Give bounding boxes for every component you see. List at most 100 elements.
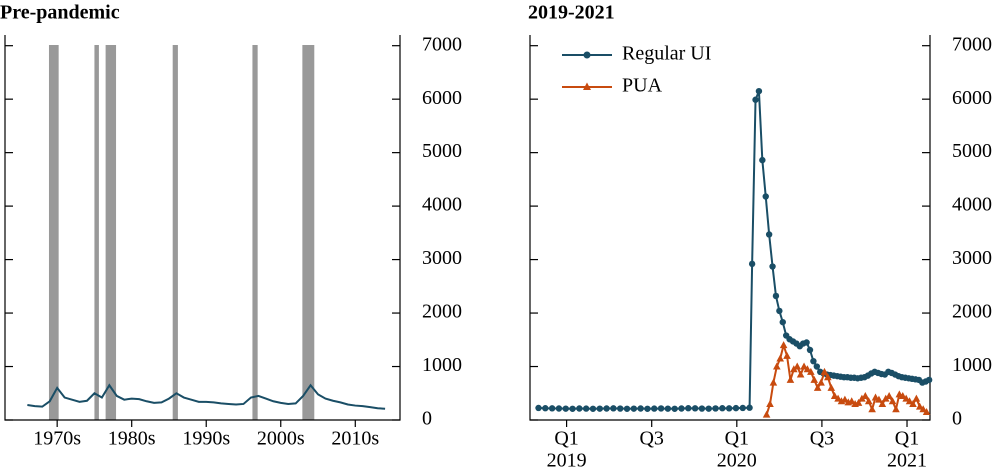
point [861,391,870,399]
point [765,231,773,238]
point [759,156,766,164]
point [854,398,863,406]
point [762,410,771,418]
point [820,367,829,375]
point [772,292,780,300]
recession-band [302,45,315,420]
point [739,404,746,412]
x-tick-label: Q3 [810,428,834,450]
data-line [27,383,386,410]
point [596,405,603,412]
point [769,378,778,386]
point [776,307,783,315]
y-tick-label: 5000 [952,140,992,162]
point [535,404,542,412]
point [858,394,866,402]
x-tick-label: 1970s [33,428,81,450]
point [773,362,781,370]
x-tick-label: Q3 [639,428,663,450]
point [630,405,638,412]
point [705,405,712,412]
y-tick-label: 7000 [422,33,462,55]
x-year-label: 2021 [887,450,927,472]
point [748,260,756,268]
recession-band [48,45,59,420]
x-tick-label: Q1 [554,428,578,450]
point [909,399,917,407]
panel-title: Pre-pandemic [0,2,120,24]
point [657,405,665,412]
point [905,397,914,405]
point [769,263,776,270]
point [810,375,819,383]
point [902,394,910,402]
axis-frame [4,35,401,421]
y-tick-label: 1000 [422,354,462,376]
point [817,378,825,386]
y-tick-label: 5000 [422,140,462,162]
y-tick-label: 6000 [422,87,462,109]
point [719,405,726,412]
point [725,405,733,412]
x-year-label: 2020 [717,450,757,472]
point [868,405,876,413]
point [878,399,887,407]
point [888,397,897,405]
point [582,405,590,412]
point [806,346,814,354]
point [685,405,692,412]
x-tick-label: 2010s [331,428,379,450]
y-tick-label: 4000 [952,194,992,216]
legend-marker [583,82,591,90]
y-tick-label: 4000 [422,194,462,216]
data-line [538,90,930,410]
point [830,391,839,399]
point [807,367,815,375]
point [824,373,832,381]
point [569,405,576,412]
point [864,397,873,405]
recession-band [94,45,99,420]
point [892,405,900,413]
point [644,405,651,412]
legend-label: Regular UI [622,43,711,65]
legend-marker [583,51,591,59]
y-tick-label: 7000 [952,33,992,55]
y-tick-label: 6000 [952,87,992,109]
point [813,363,821,370]
point [548,405,556,412]
x-year-label: 2019 [547,450,587,472]
point [776,354,785,362]
point [783,351,791,359]
point [691,405,699,412]
point [796,370,805,378]
point [841,395,849,403]
point [623,405,631,412]
legend-label: PUA [622,75,663,97]
point [786,375,795,383]
point [793,362,802,370]
point [752,96,759,103]
point [790,365,798,373]
point [651,405,658,412]
point [555,405,563,412]
recession-band [105,45,117,420]
point [637,405,644,412]
point [922,407,931,415]
point [800,362,808,370]
y-tick-label: 2000 [952,301,992,323]
point [881,394,890,402]
point [698,405,706,412]
y-tick-label: 1000 [952,354,992,376]
y-tick-label: 3000 [422,247,462,269]
point [562,405,569,412]
point [779,318,786,326]
point [755,87,763,95]
point [803,339,810,346]
point [671,405,678,412]
point [678,405,685,412]
point [834,394,842,402]
point [803,365,812,373]
point [915,402,924,410]
